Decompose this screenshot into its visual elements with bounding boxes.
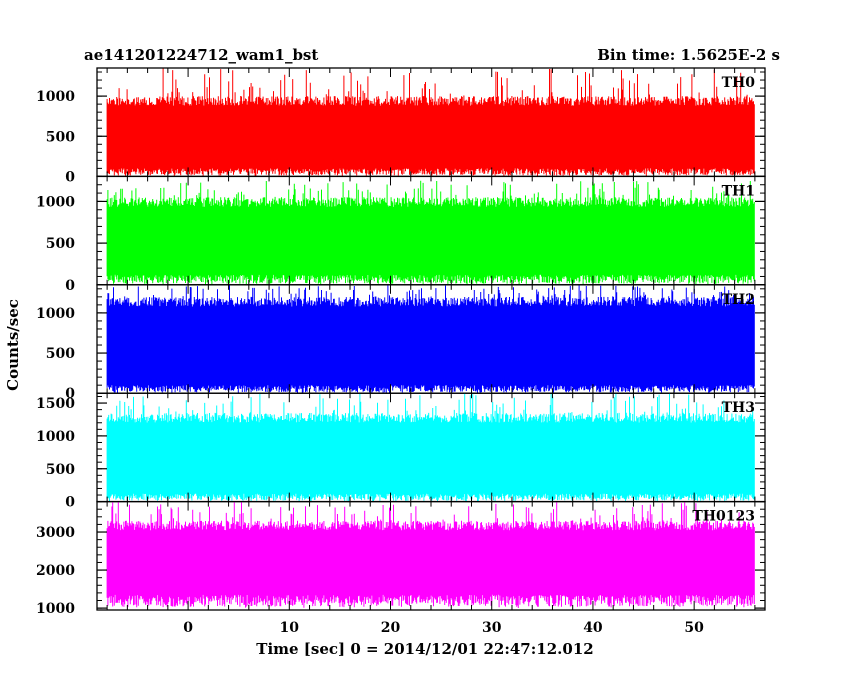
- panel-label: TH0: [722, 75, 756, 91]
- panel-th0: 0 500 1000 TH0: [36, 67, 766, 185]
- series-th0123: [106, 501, 755, 608]
- y-tick-label: 0: [65, 278, 75, 294]
- y-tick-label: 500: [46, 346, 75, 362]
- panel-th0123: 1000 2000 3000 TH0123: [36, 500, 766, 617]
- y-tick-label: 3000: [36, 525, 75, 541]
- bin-time-label: Bin time: 1.5625E-2 s: [597, 46, 780, 64]
- x-axis-label: Time [sec] 0 = 2014/12/01 22:47:12.012: [256, 640, 593, 658]
- y-tick-label: 1000: [36, 601, 75, 617]
- x-tick-label: 40: [583, 620, 603, 636]
- panel-label: TH0123: [692, 509, 755, 525]
- y-tick-label: 500: [46, 129, 75, 145]
- x-axis: 0 10 20 30 40 50: [183, 620, 704, 636]
- y-tick-label: 1000: [36, 89, 75, 105]
- x-tick-label: 30: [482, 620, 502, 636]
- y-tick-label: 2000: [36, 563, 75, 579]
- panel-th2: 0 500 1000 TH2: [36, 284, 766, 402]
- y-tick-label: 500: [46, 462, 75, 478]
- panel-label: TH3: [722, 400, 755, 416]
- y-tick-label: 0: [65, 169, 75, 185]
- x-tick-label: 50: [684, 620, 704, 636]
- y-tick-label: 1500: [36, 396, 75, 412]
- panels: 0 500 1000 TH0 0 500 1000 TH1 0 500 1000 TH2 0 500 100…: [36, 67, 766, 617]
- panel-th3: 0 500 1000 1500 TH3: [36, 392, 766, 511]
- x-tick-label: 20: [381, 620, 401, 636]
- series-th3: [106, 393, 755, 502]
- panel-th1: 0 500 1000 TH1: [36, 175, 766, 294]
- series-th0: [106, 68, 755, 177]
- y-tick-label: 500: [46, 236, 75, 252]
- series-th2: [106, 285, 755, 394]
- y-tick-label: 1000: [36, 194, 75, 210]
- series-th1: [106, 180, 755, 285]
- y-axis-label: Counts/sec: [4, 299, 22, 391]
- y-tick-label: 0: [65, 386, 75, 402]
- panel-label: TH2: [722, 292, 755, 308]
- y-tick-label: 0: [65, 495, 75, 511]
- y-tick-label: 1000: [36, 306, 75, 322]
- x-tick-label: 0: [183, 620, 193, 636]
- x-tick-label: 10: [280, 620, 300, 636]
- y-tick-label: 1000: [36, 429, 75, 445]
- chart-title: ae141201224712_wam1_bst: [84, 46, 318, 64]
- panel-label: TH1: [722, 183, 755, 199]
